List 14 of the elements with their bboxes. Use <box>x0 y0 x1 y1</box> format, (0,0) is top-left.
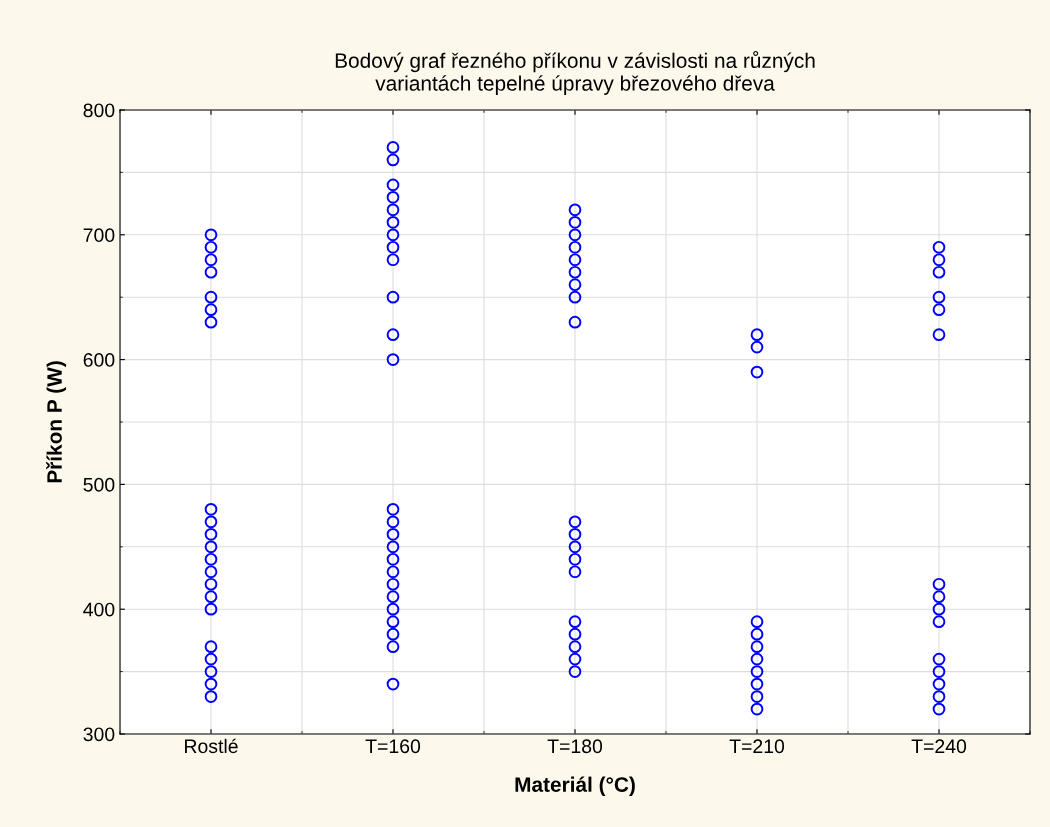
x-tick-label: T=160 <box>365 739 421 754</box>
y-tick-label: 700 <box>83 228 115 243</box>
x-tick-label: T=180 <box>547 739 603 754</box>
y-tick-label: 600 <box>83 353 115 367</box>
y-tick-label: 300 <box>83 727 115 742</box>
y-tick-label: 800 <box>83 103 115 118</box>
x-axis-title: Materiál (°C) <box>515 776 635 797</box>
x-tick-label: Rostlé <box>185 738 238 754</box>
chart-title: Bodový graf řezného příkonu v závislosti na různých variantách tepelné úpravy březového dřeva <box>335 51 815 95</box>
x-tick-label: T=240 <box>911 739 967 754</box>
y-tick-label: 500 <box>83 477 115 492</box>
y-tick-label: 400 <box>83 602 115 617</box>
x-tick-label: T=210 <box>729 739 785 754</box>
y-axis-title: Příkon P (W) <box>46 361 67 483</box>
